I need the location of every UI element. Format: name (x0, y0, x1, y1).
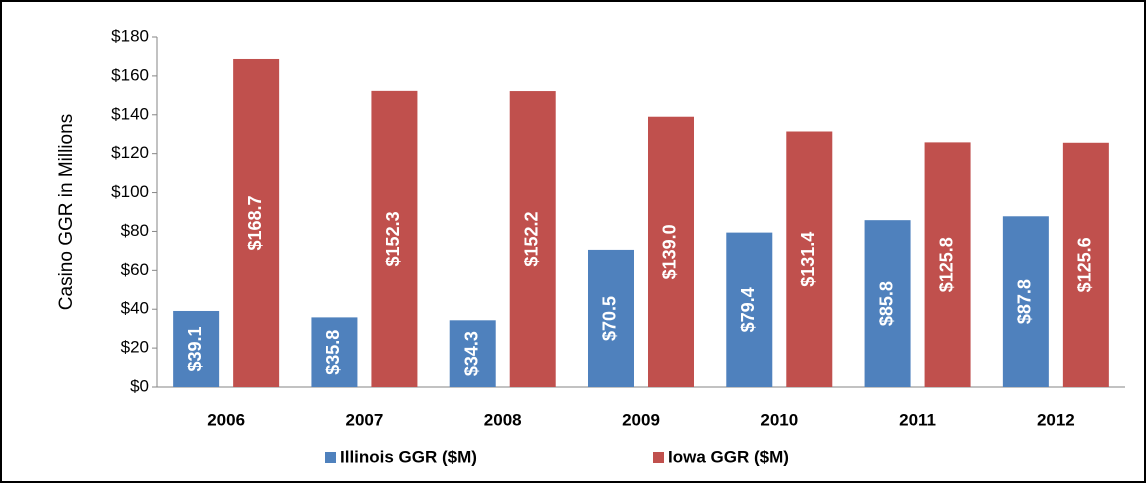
bar (371, 90, 418, 387)
y-tick-label: $20 (121, 338, 149, 357)
value-label: $87.8 (1015, 279, 1035, 324)
bar (449, 320, 496, 387)
bar (726, 232, 773, 387)
x-tick-label: 2011 (899, 410, 936, 429)
bar (786, 131, 833, 387)
y-tick-label: $60 (121, 260, 149, 279)
y-tick-label: $120 (111, 143, 149, 162)
bar (648, 116, 694, 387)
y-tick-label: $180 (111, 26, 149, 45)
bar (233, 58, 280, 387)
bar (509, 91, 556, 388)
bar (924, 142, 971, 387)
value-label: $34.3 (461, 331, 481, 376)
value-label: $131.4 (798, 232, 818, 287)
y-tick-label: $80 (121, 221, 149, 240)
value-label: $85.8 (876, 281, 896, 326)
legend-label: Iowa GGR ($M) (668, 447, 789, 466)
value-label: $39.1 (185, 326, 205, 371)
legend-label: Illinois GGR ($M) (340, 447, 477, 466)
bar (173, 310, 220, 387)
y-tick-label: $40 (121, 299, 149, 318)
value-label: $70.5 (600, 296, 620, 341)
value-label: $35.8 (323, 330, 343, 375)
x-tick-label: 2006 (207, 410, 245, 429)
value-label: $152.3 (383, 211, 403, 266)
bar (1062, 142, 1109, 387)
value-label: $152.2 (521, 211, 541, 266)
value-label: $139.0 (660, 224, 680, 279)
value-label: $79.4 (738, 287, 758, 332)
bar (864, 220, 911, 387)
x-tick-label: 2012 (1037, 410, 1075, 429)
bar (1002, 216, 1049, 387)
y-axis-title: Casino GGR in Millions (56, 114, 77, 310)
bar (311, 317, 358, 387)
y-tick-label: $140 (111, 104, 149, 123)
x-tick-label: 2010 (760, 410, 798, 429)
legend-swatch (653, 452, 664, 463)
x-tick-label: 2008 (484, 410, 522, 429)
y-tick-label: $0 (130, 376, 149, 395)
x-tick-label: 2007 (346, 410, 384, 429)
value-label: $125.6 (1075, 237, 1095, 292)
value-label: $125.8 (936, 237, 956, 292)
y-tick-label: $160 (111, 65, 149, 84)
x-tick-label: 2009 (622, 410, 660, 429)
value-label: $168.7 (245, 195, 265, 250)
bar (588, 249, 634, 387)
legend-swatch (325, 452, 336, 463)
y-tick-label: $100 (111, 182, 149, 201)
